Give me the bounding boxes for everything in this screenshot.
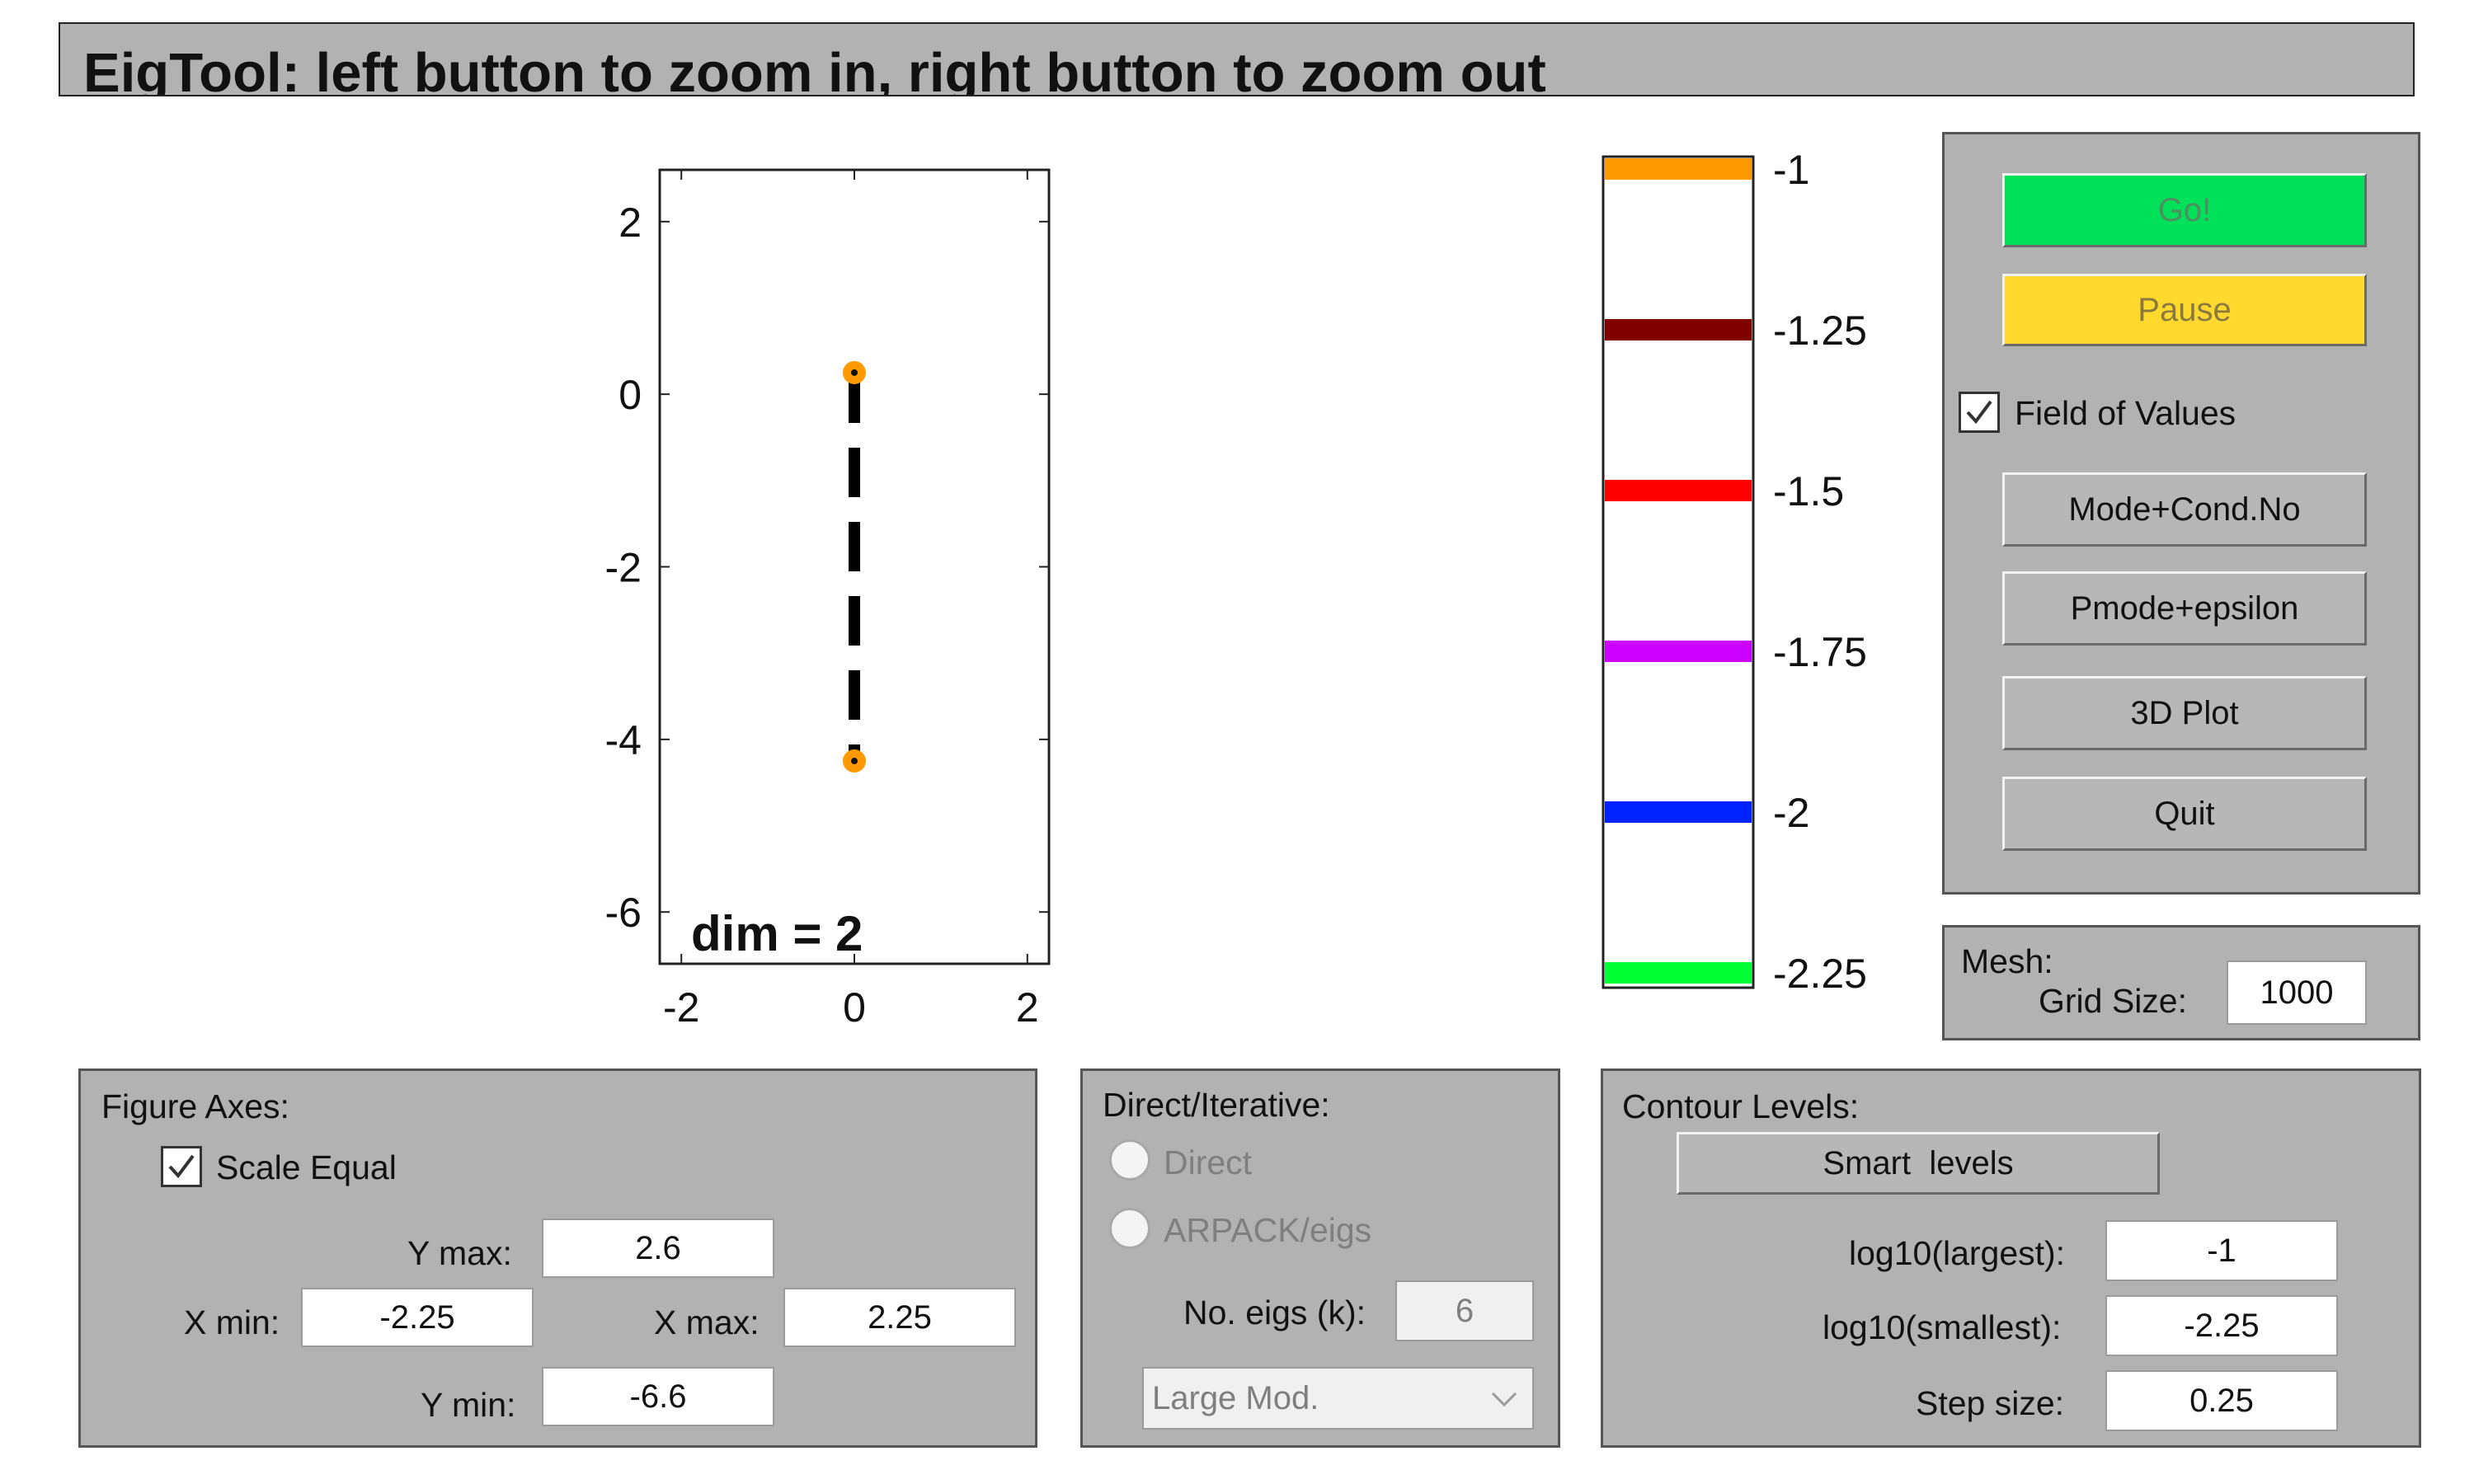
colorbar-label: -1.5 bbox=[1773, 468, 1844, 514]
eigenvalue-dot bbox=[851, 758, 858, 765]
x-tick-label: 0 bbox=[843, 984, 866, 1031]
checkmark-icon bbox=[1966, 400, 1992, 425]
chevron-down-icon bbox=[1491, 1392, 1517, 1407]
contour-levels-title: Contour Levels: bbox=[1622, 1087, 1860, 1125]
pause-button[interactable]: Pause bbox=[2002, 274, 2367, 346]
x-tick-label: 2 bbox=[1016, 984, 1039, 1031]
field-of-values-label: Field of Values bbox=[2015, 394, 2236, 432]
step-size-field[interactable]: 0.25 bbox=[2105, 1370, 2338, 1431]
colorbar: -1 -1.25 -1.5 -1.75 -2 -2.25 bbox=[1602, 148, 1867, 997]
mesh-title: Mesh: bbox=[1961, 942, 2053, 980]
checkmark-icon bbox=[168, 1154, 195, 1179]
plot3d-button[interactable]: 3D Plot bbox=[2002, 676, 2367, 750]
direct-iterative-title: Direct/Iterative: bbox=[1103, 1086, 1330, 1124]
ymax-label: Y max: bbox=[407, 1234, 512, 1272]
colorbar-band bbox=[1605, 801, 1752, 823]
log-largest-field[interactable]: -1 bbox=[2105, 1220, 2338, 1281]
which-eigs-value: Large Mod. bbox=[1152, 1380, 1319, 1416]
mode-cond-button[interactable]: Mode+Cond.No bbox=[2002, 472, 2367, 547]
colorbar-band bbox=[1605, 158, 1752, 180]
arpack-label: ARPACK/eigs bbox=[1164, 1211, 1372, 1249]
y-tick-label: -6 bbox=[605, 890, 642, 936]
xmin-field[interactable]: -2.25 bbox=[301, 1288, 534, 1347]
y-tick-label: 0 bbox=[618, 372, 642, 418]
go-button[interactable]: Go! bbox=[2002, 173, 2367, 247]
grid-size-label: Grid Size: bbox=[2039, 982, 2187, 1020]
figure-axes-title: Figure Axes: bbox=[101, 1087, 289, 1125]
dim-label: dim = 2 bbox=[691, 906, 863, 961]
direct-radio[interactable] bbox=[1109, 1139, 1150, 1181]
scale-equal-label: Scale Equal bbox=[216, 1148, 397, 1186]
title-bar: EigTool: left button to zoom in, right b… bbox=[59, 22, 2415, 96]
colorbar-band bbox=[1605, 641, 1752, 662]
colorbar-frame bbox=[1602, 155, 1755, 989]
quit-button[interactable]: Quit bbox=[2002, 777, 2367, 851]
colorbar-label: -1.25 bbox=[1773, 308, 1867, 354]
window-title: EigTool: left button to zoom in, right b… bbox=[83, 42, 1546, 96]
y-tick-label: 2 bbox=[618, 200, 642, 246]
colorbar-band bbox=[1605, 319, 1752, 340]
colorbar-label: -2 bbox=[1773, 790, 1809, 836]
ymin-label: Y min: bbox=[421, 1386, 516, 1424]
eigenvalue-dot bbox=[851, 369, 858, 376]
direct-label: Direct bbox=[1164, 1144, 1253, 1181]
smart-levels-button[interactable]: Smart levels bbox=[1677, 1132, 2160, 1195]
ymax-field[interactable]: 2.6 bbox=[542, 1219, 774, 1278]
colorbar-label: -2.25 bbox=[1773, 951, 1867, 997]
x-tick-label: -2 bbox=[663, 984, 699, 1031]
log-smallest-field[interactable]: -2.25 bbox=[2105, 1295, 2338, 1356]
xmax-label: X max: bbox=[654, 1303, 760, 1341]
arpack-radio[interactable] bbox=[1109, 1208, 1150, 1249]
step-size-label: Step size: bbox=[1916, 1384, 2065, 1422]
pmode-epsilon-button[interactable]: Pmode+epsilon bbox=[2002, 571, 2367, 646]
colorbar-band bbox=[1605, 962, 1752, 984]
y-tick-label: -4 bbox=[605, 717, 642, 763]
neigs-label: No. eigs (k): bbox=[1183, 1294, 1366, 1331]
log-largest-label: log10(largest): bbox=[1849, 1234, 2066, 1272]
colorbar-band bbox=[1605, 480, 1752, 501]
log-smallest-label: log10(smallest): bbox=[1823, 1308, 2062, 1346]
xmax-field[interactable]: 2.25 bbox=[783, 1288, 1016, 1347]
neigs-field[interactable]: 6 bbox=[1395, 1280, 1534, 1341]
xmin-label: X min: bbox=[184, 1303, 280, 1341]
which-eigs-select[interactable]: Large Mod. bbox=[1142, 1367, 1534, 1430]
grid-size-field[interactable]: 1000 bbox=[2227, 960, 2367, 1025]
colorbar-label: -1 bbox=[1773, 148, 1809, 193]
ymin-field[interactable]: -6.6 bbox=[542, 1367, 774, 1426]
colorbar-label: -1.75 bbox=[1773, 629, 1867, 675]
scale-equal-checkbox[interactable] bbox=[161, 1146, 202, 1187]
field-of-values-checkbox[interactable] bbox=[1959, 392, 2000, 433]
y-tick-label: -2 bbox=[605, 545, 642, 591]
pseudospectra-plot[interactable]: -2 0 2 2 0 -2 -4 -6 dim = 2 bbox=[569, 157, 1105, 1031]
